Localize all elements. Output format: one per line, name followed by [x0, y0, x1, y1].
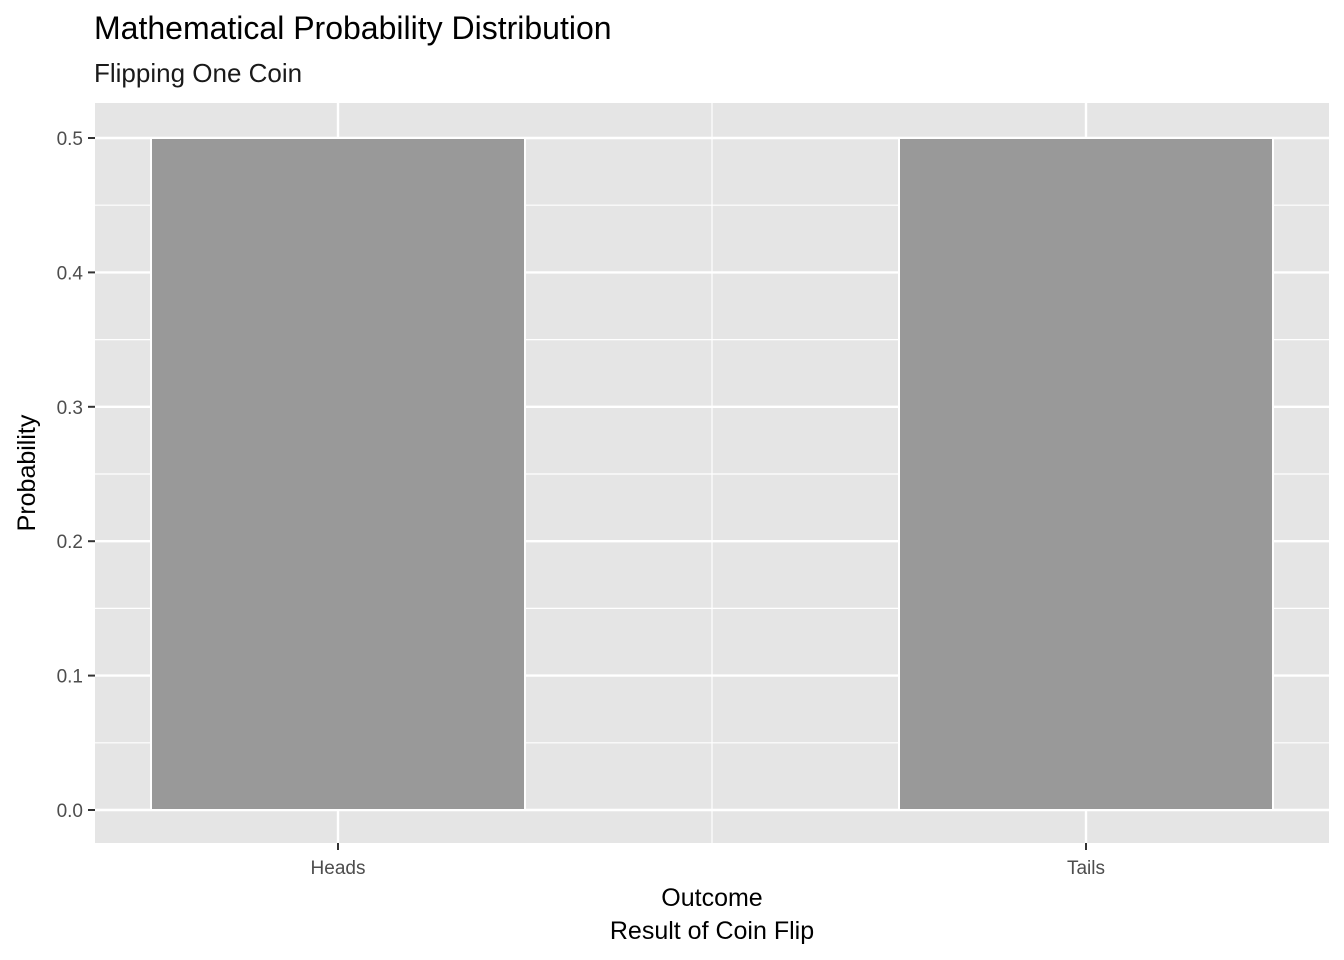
y-axis: 0.0 0.1 0.2 0.3 0.4 0.5 — [57, 129, 95, 822]
x-axis: Heads Tails — [311, 843, 1105, 879]
y-axis-title: Probability — [13, 414, 41, 531]
y-tick-label: 0.0 — [57, 801, 83, 822]
x-axis-title: Outcome — [661, 884, 762, 912]
chart-title: Mathematical Probability Distribution — [94, 10, 612, 46]
y-tick-label: 0.5 — [57, 129, 83, 150]
chart-subtitle: Flipping One Coin — [94, 58, 302, 88]
y-tick-label: 0.4 — [57, 263, 84, 284]
x-tick-label: Heads — [311, 858, 366, 879]
bars — [150, 137, 1274, 811]
bar-tails — [898, 137, 1274, 811]
y-tick-label: 0.3 — [57, 398, 83, 419]
y-tick-label: 0.2 — [57, 532, 83, 553]
x-tick-label: Tails — [1067, 858, 1105, 879]
x-axis-subtitle: Result of Coin Flip — [610, 917, 814, 945]
y-tick-label: 0.1 — [57, 667, 83, 688]
bar-heads — [150, 137, 526, 811]
